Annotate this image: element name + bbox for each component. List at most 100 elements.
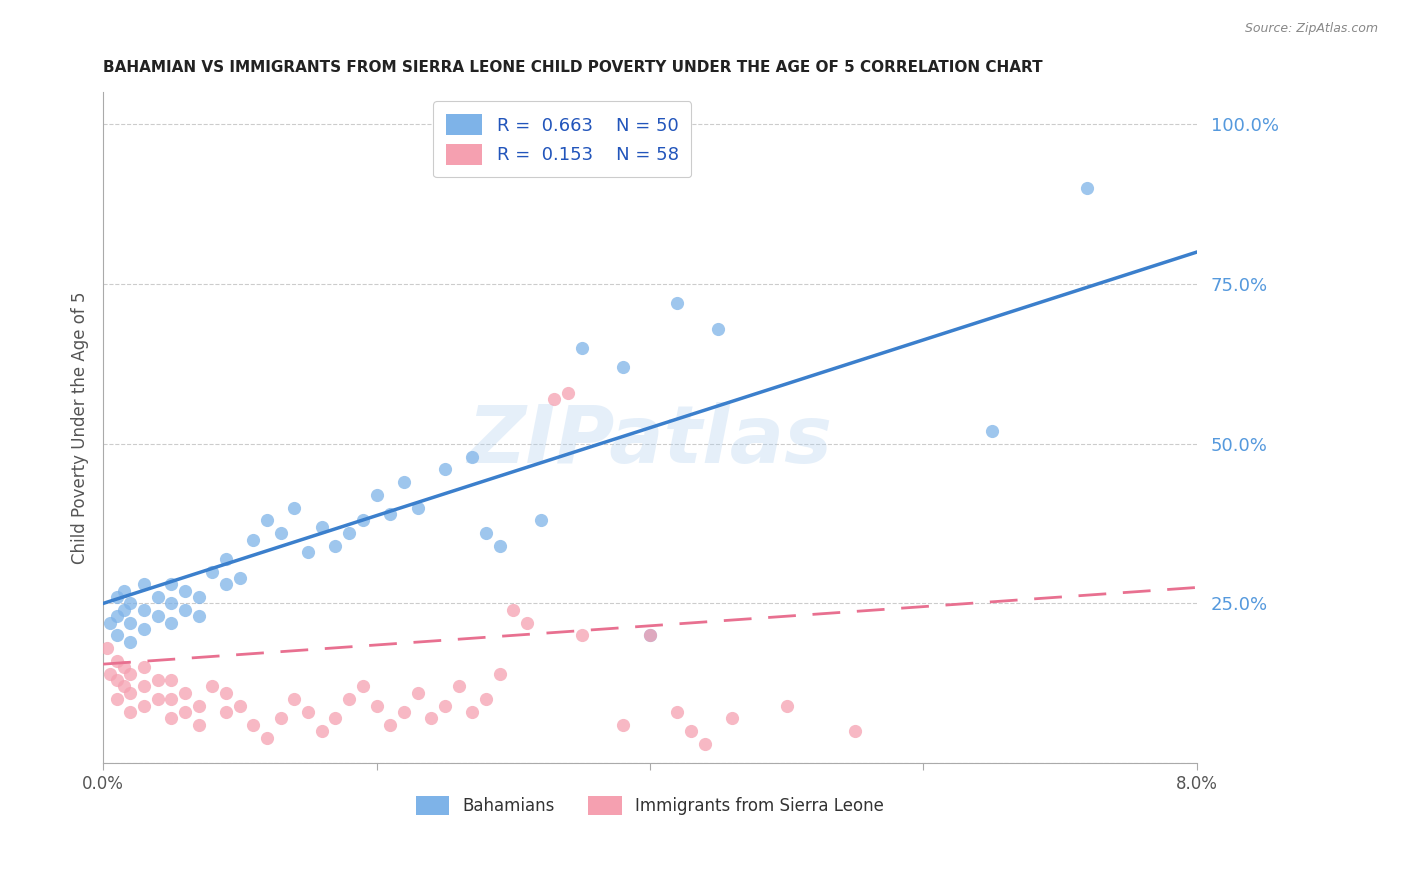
Point xyxy=(256,731,278,745)
Point xyxy=(420,711,443,725)
Point xyxy=(146,692,169,706)
Point xyxy=(502,603,524,617)
Point xyxy=(105,654,128,668)
Point xyxy=(160,597,183,611)
Point xyxy=(1076,181,1098,195)
Point xyxy=(529,513,551,527)
Point xyxy=(380,507,402,521)
Point xyxy=(215,705,238,719)
Point xyxy=(707,322,730,336)
Point xyxy=(447,680,470,694)
Point xyxy=(105,590,128,604)
Point xyxy=(146,590,169,604)
Point xyxy=(325,539,347,553)
Point xyxy=(679,724,702,739)
Point xyxy=(406,500,429,515)
Point xyxy=(693,737,716,751)
Y-axis label: Child Poverty Under the Age of 5: Child Poverty Under the Age of 5 xyxy=(72,292,89,564)
Point xyxy=(380,718,402,732)
Point xyxy=(352,680,374,694)
Point xyxy=(475,526,498,541)
Point xyxy=(242,533,264,547)
Point xyxy=(146,609,169,624)
Point xyxy=(160,577,183,591)
Point xyxy=(120,705,142,719)
Point xyxy=(721,711,744,725)
Point xyxy=(229,571,252,585)
Point xyxy=(612,718,634,732)
Point xyxy=(433,698,456,713)
Point xyxy=(488,666,510,681)
Point xyxy=(543,392,565,406)
Point xyxy=(392,475,415,489)
Point xyxy=(488,539,510,553)
Point xyxy=(187,718,209,732)
Point xyxy=(112,583,135,598)
Point xyxy=(98,666,121,681)
Point xyxy=(201,680,224,694)
Point xyxy=(311,520,333,534)
Point xyxy=(105,692,128,706)
Point xyxy=(283,692,305,706)
Point xyxy=(96,641,118,656)
Point xyxy=(392,705,415,719)
Point xyxy=(187,609,209,624)
Point xyxy=(461,705,484,719)
Point xyxy=(337,526,360,541)
Point xyxy=(134,660,156,674)
Point xyxy=(311,724,333,739)
Point xyxy=(283,500,305,515)
Point xyxy=(174,603,197,617)
Point xyxy=(160,711,183,725)
Point xyxy=(134,603,156,617)
Point xyxy=(571,628,593,642)
Point xyxy=(666,705,689,719)
Point xyxy=(352,513,374,527)
Point xyxy=(270,526,292,541)
Point xyxy=(433,462,456,476)
Point xyxy=(980,424,1002,438)
Point xyxy=(297,545,319,559)
Point xyxy=(120,666,142,681)
Point xyxy=(270,711,292,725)
Point xyxy=(557,385,579,400)
Point xyxy=(638,628,661,642)
Point xyxy=(256,513,278,527)
Point xyxy=(134,577,156,591)
Point xyxy=(215,551,238,566)
Point xyxy=(666,296,689,310)
Point xyxy=(201,565,224,579)
Point xyxy=(612,360,634,375)
Point xyxy=(366,698,388,713)
Point xyxy=(229,698,252,713)
Legend: Bahamians, Immigrants from Sierra Leone: Bahamians, Immigrants from Sierra Leone xyxy=(409,789,890,822)
Point xyxy=(105,609,128,624)
Point xyxy=(187,590,209,604)
Point xyxy=(406,686,429,700)
Point xyxy=(134,680,156,694)
Point xyxy=(120,615,142,630)
Point xyxy=(297,705,319,719)
Point xyxy=(174,583,197,598)
Point xyxy=(844,724,866,739)
Point xyxy=(160,673,183,687)
Point xyxy=(242,718,264,732)
Point xyxy=(146,673,169,687)
Point xyxy=(461,450,484,464)
Point xyxy=(337,692,360,706)
Point xyxy=(105,673,128,687)
Point xyxy=(174,705,197,719)
Point xyxy=(215,686,238,700)
Point xyxy=(775,698,797,713)
Point xyxy=(215,577,238,591)
Text: BAHAMIAN VS IMMIGRANTS FROM SIERRA LEONE CHILD POVERTY UNDER THE AGE OF 5 CORREL: BAHAMIAN VS IMMIGRANTS FROM SIERRA LEONE… xyxy=(103,60,1043,75)
Point xyxy=(475,692,498,706)
Point xyxy=(98,615,121,630)
Point xyxy=(174,686,197,700)
Text: Source: ZipAtlas.com: Source: ZipAtlas.com xyxy=(1244,22,1378,36)
Point xyxy=(366,488,388,502)
Point xyxy=(120,634,142,648)
Point xyxy=(160,615,183,630)
Point xyxy=(160,692,183,706)
Point xyxy=(187,698,209,713)
